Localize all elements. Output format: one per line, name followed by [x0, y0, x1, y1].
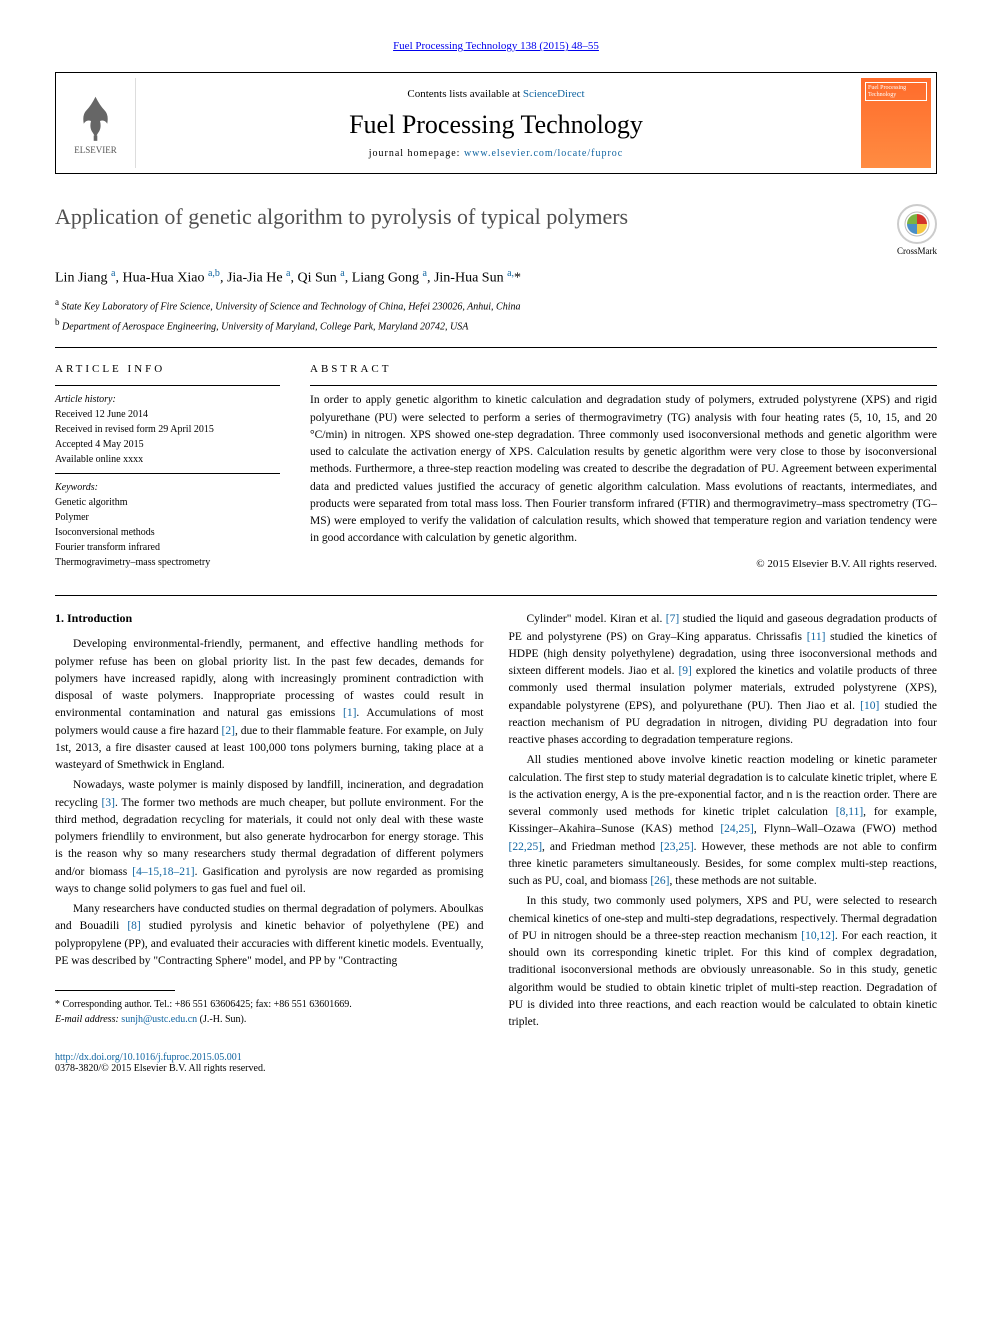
keywords-heading: Keywords: — [55, 482, 98, 493]
body-paragraph: In this study, two commonly used polymer… — [509, 893, 938, 1031]
homepage-label: journal homepage: — [369, 148, 464, 159]
corresp-email-link[interactable]: sunjh@ustc.edu.cn — [121, 1014, 197, 1025]
crossmark-icon — [897, 204, 937, 244]
body-columns: 1. Introduction Developing environmental… — [55, 611, 937, 1074]
keyword-item: Isoconversional methods — [55, 525, 280, 540]
doi-block: http://dx.doi.org/10.1016/j.fuproc.2015.… — [55, 1052, 484, 1074]
history-received: Received 12 June 2014 — [55, 409, 148, 420]
body-paragraph: Many researchers have conducted studies … — [55, 901, 484, 970]
journal-citation-top[interactable]: Fuel Processing Technology 138 (2015) 48… — [55, 40, 937, 52]
authors-list: Lin Jiang a, Hua-Hua Xiao a,b, Jia-Jia H… — [55, 268, 937, 287]
abstract-text: In order to apply genetic algorithm to k… — [310, 392, 937, 547]
elsevier-label: ELSEVIER — [74, 145, 117, 155]
abstract-label: abstract — [310, 363, 937, 375]
corresp-label: * Corresponding author. Tel.: +86 551 63… — [55, 999, 352, 1010]
contents-line: Contents lists available at ScienceDirec… — [136, 88, 856, 100]
copyright-line: © 2015 Elsevier B.V. All rights reserved… — [310, 558, 937, 570]
homepage-line: journal homepage: www.elsevier.com/locat… — [136, 148, 856, 159]
section-heading-intro: 1. Introduction — [55, 611, 484, 626]
corresp-email-person: (J.-H. Sun). — [200, 1014, 247, 1025]
keyword-item: Genetic algorithm — [55, 495, 280, 510]
history-revised: Received in revised form 29 April 2015 — [55, 424, 214, 435]
article-title: Application of genetic algorithm to pyro… — [55, 204, 877, 230]
journal-cover-thumbnail[interactable]: Fuel Processing Technology — [861, 78, 931, 168]
history-accepted: Accepted 4 May 2015 — [55, 439, 144, 450]
contents-text: Contents lists available at — [407, 88, 522, 100]
full-divider — [55, 595, 937, 596]
header-center: Contents lists available at ScienceDirec… — [136, 78, 856, 169]
body-column-left: 1. Introduction Developing environmental… — [55, 611, 484, 1074]
sciencedirect-link[interactable]: ScienceDirect — [523, 88, 585, 100]
affiliation: a State Key Laboratory of Fire Science, … — [55, 297, 937, 312]
title-row: Application of genetic algorithm to pyro… — [55, 204, 937, 256]
history-heading: Article history: — [55, 394, 116, 405]
keyword-item: Fourier transform infrared — [55, 540, 280, 555]
homepage-url-link[interactable]: www.elsevier.com/locate/fuproc — [464, 148, 623, 159]
crossmark-badge[interactable]: CrossMark — [897, 204, 937, 256]
info-abstract-row: article info Article history: Received 1… — [55, 363, 937, 570]
info-divider — [55, 473, 280, 474]
corresponding-author: * Corresponding author. Tel.: +86 551 63… — [55, 997, 484, 1027]
info-divider — [55, 385, 280, 386]
crossmark-label: CrossMark — [897, 246, 937, 256]
article-history: Article history: Received 12 June 2014 R… — [55, 392, 280, 467]
body-paragraph: Nowadays, waste polymer is mainly dispos… — [55, 777, 484, 898]
doi-link[interactable]: http://dx.doi.org/10.1016/j.fuproc.2015.… — [55, 1052, 242, 1063]
affiliation: b Department of Aerospace Engineering, U… — [55, 317, 937, 332]
divider — [55, 347, 937, 348]
body-paragraph: Developing environmental-friendly, perma… — [55, 636, 484, 774]
body-paragraph: Cylinder" model. Kiran et al. [7] studie… — [509, 611, 938, 749]
elsevier-tree-icon — [73, 92, 118, 142]
keyword-item: Thermogravimetry–mass spectrometry — [55, 555, 280, 570]
footnote-divider — [55, 990, 175, 991]
journal-name: Fuel Processing Technology — [136, 110, 856, 140]
journal-header-box: ELSEVIER Contents lists available at Sci… — [55, 72, 937, 174]
body-column-right: Cylinder" model. Kiran et al. [7] studie… — [509, 611, 938, 1074]
cover-thumb-text: Fuel Processing Technology — [868, 85, 924, 98]
keywords-block: Keywords: Genetic algorithmPolymerIsocon… — [55, 480, 280, 570]
history-online: Available online xxxx — [55, 454, 143, 465]
body-paragraph: All studies mentioned above involve kine… — [509, 752, 938, 890]
keyword-item: Polymer — [55, 510, 280, 525]
info-divider — [310, 385, 937, 386]
article-info-column: article info Article history: Received 1… — [55, 363, 280, 570]
journal-citation-link[interactable]: Fuel Processing Technology 138 (2015) 48… — [393, 40, 599, 52]
abstract-column: abstract In order to apply genetic algor… — [310, 363, 937, 570]
corresp-email-label: E-mail address: — [55, 1014, 119, 1025]
elsevier-logo[interactable]: ELSEVIER — [56, 78, 136, 168]
issn-copyright: 0378-3820/© 2015 Elsevier B.V. All right… — [55, 1063, 265, 1074]
article-info-label: article info — [55, 363, 280, 375]
